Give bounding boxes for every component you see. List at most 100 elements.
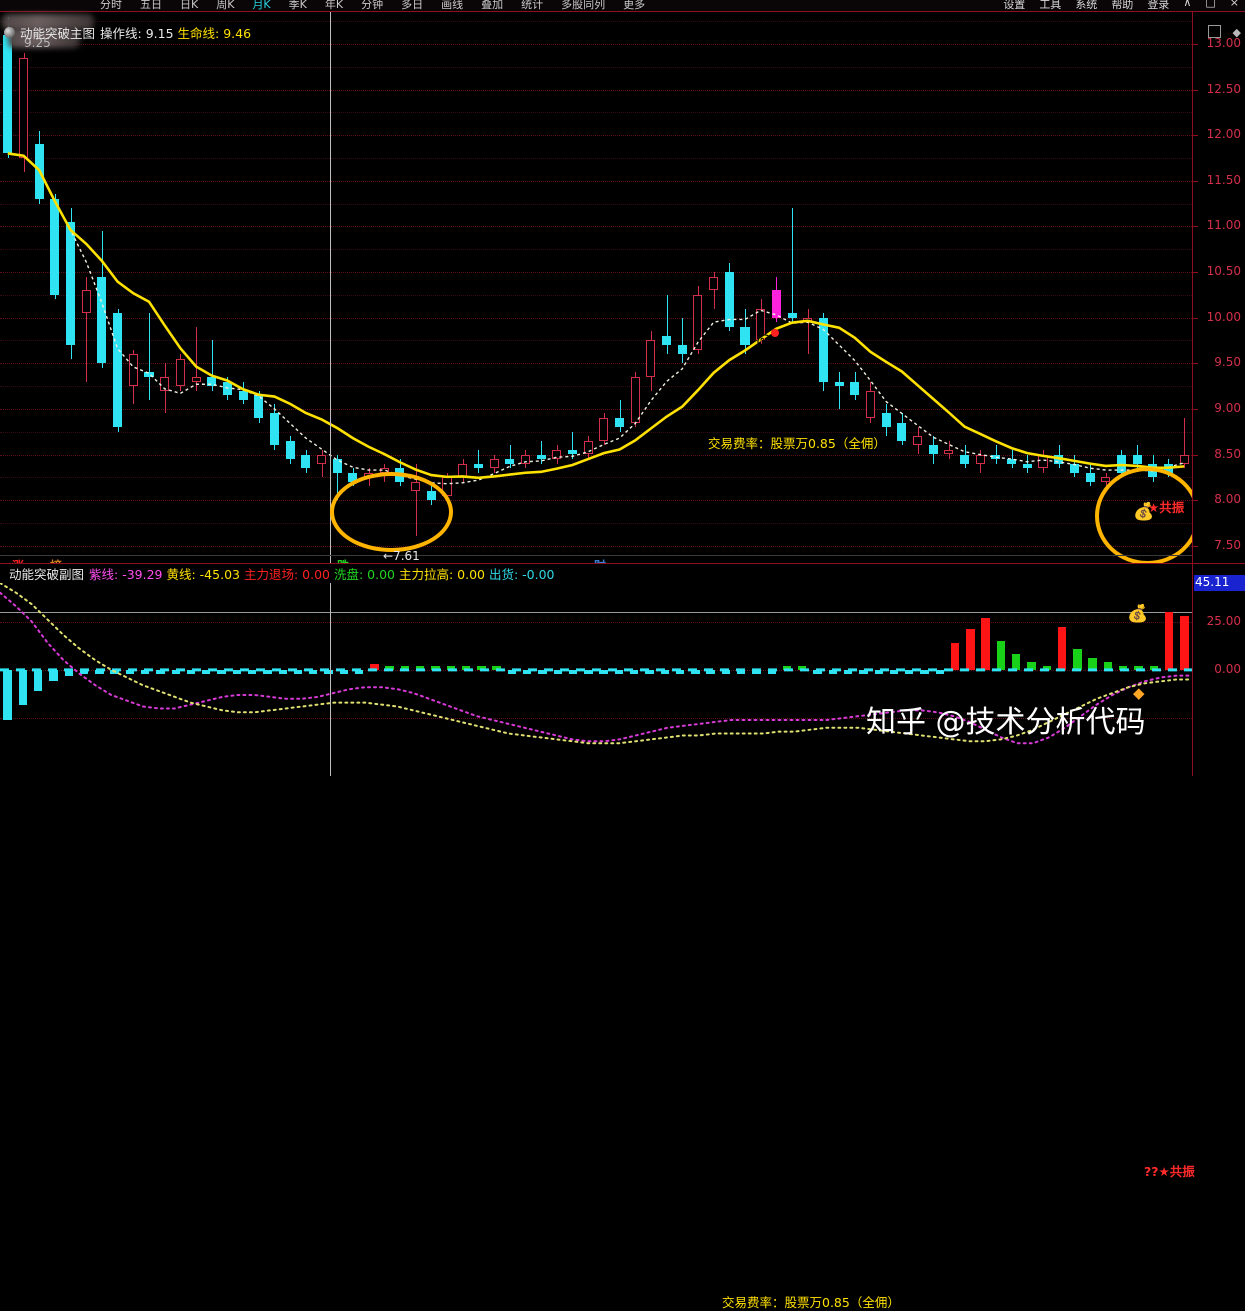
candle-body [834,381,844,387]
oscillator-bar [721,669,731,674]
oscillator-bar [584,669,593,674]
candle-wick [1012,449,1013,469]
toolbar-right-item-3[interactable]: 帮助 [1111,0,1134,11]
restore-window-icon[interactable] [1208,25,1221,38]
toolbar-right-item-0[interactable]: 设置 [1003,0,1026,11]
oscillator-bar [79,669,89,674]
candle-body [771,290,781,318]
oscillator-bar [1088,658,1097,670]
indicator-value: 0.00 [298,567,330,582]
price-axis[interactable]: ◆ 13.00 12.50 12.00 11.50 11.00 10.50 10.00 9.5… [1192,12,1245,564]
oscillator-bar [828,669,838,674]
moving-average-overlay [7,152,1185,485]
price-tick-mark [1193,500,1198,502]
candle-body [473,463,483,469]
price-tick-label: 11.50 [1206,172,1241,187]
resonance-label-sub: ??★共振 [1144,1164,1195,1179]
toolbar-right-item-2[interactable]: 系统 [1075,0,1098,11]
toolbar-item-9[interactable]: 画线 [441,0,464,11]
candle-body [928,445,938,455]
candle-body [160,376,170,391]
toolbar-right-item-1[interactable]: 工具 [1039,0,1062,11]
candle-body [536,454,546,460]
sub-chart-indicators: 紫线: -39.29 黄线: -45.03 主力退场: 0.00 洗盘: 0.0… [89,564,554,583]
candle-body [332,459,342,473]
indicator-label: 黄线: [162,567,196,582]
toolbar-menu-items[interactable]: 分时 五日 日K 周K 月K 季K 年K 分钟 多日 画线 叠加 统计 多股同列 更多 [100,0,646,11]
candle-body [960,454,970,464]
candle-body [285,440,295,460]
candle-body [787,313,797,318]
money-bag-marker: 💰 [1127,604,1149,624]
toolbar-item-0[interactable]: 分时 [100,0,122,11]
candle-body [144,372,154,377]
sub-chart-panel: 动能突破副图 紫线: -39.29 黄线: -45.03 主力退场: 0.00 … [0,563,1245,1310]
oscillator-bar [523,669,532,674]
indicator-label: 主力拉高: [394,567,454,582]
toolbar-item-5[interactable]: 季K [288,0,307,11]
price-tick-label: 9.00 [1214,400,1241,415]
gridline [0,135,1192,137]
gridline [0,272,1192,274]
candle-wick [212,340,213,391]
oscillator-bar [125,669,135,674]
oscillator-bar [1012,654,1021,670]
toolbar-item-8[interactable]: 多日 [401,0,424,11]
oscillator-axis[interactable]: 45.11 25.00 0.00 [1192,564,1245,776]
toolbar-item-12[interactable]: 多股同列 [561,0,606,11]
oscillator-bar [736,669,746,674]
toolbar-item-10[interactable]: 叠加 [481,0,504,11]
oscillator-bar [1073,648,1082,670]
gridline-minor [0,522,1192,524]
oscillator-bar [920,669,929,674]
oscillator-bar [34,669,43,692]
oscillator-bar [49,669,58,682]
indicator-value: -45.03 [195,567,240,582]
oscillator-bar [614,669,624,674]
candle-body [1132,454,1142,464]
candle-wick [322,449,323,478]
toolbar-item-11[interactable]: 统计 [521,0,544,11]
indicator-label: 主力退场: [239,567,299,582]
oscillator-bar [461,665,471,670]
corner-price-label: 9.25 [24,36,51,50]
main-chart-title: 动能突破主图 [20,25,96,41]
toolbar-right-item-5[interactable]: ∧ [1183,0,1192,9]
oscillator-bar [232,669,242,674]
oscillator-bar [1164,611,1174,670]
indicator-value: 0.00 [453,567,485,582]
candle-body [1085,472,1095,482]
gridline [0,317,1192,319]
sub-plot-area[interactable]: 😊 💰 ◆ [0,583,1192,776]
candle-wick [149,313,150,400]
gridline [0,500,1192,502]
price-tick-label: 10.50 [1206,264,1241,279]
candle-wick [572,431,573,460]
toolbar-item-1[interactable]: 五日 [140,0,162,11]
candle-body [1007,459,1017,464]
toolbar-right-item-7[interactable]: × [1229,0,1239,9]
toolbar-right-item-6[interactable]: □ [1205,0,1216,9]
candle-wick [1027,454,1028,473]
toolbar-item-6[interactable]: 年K [324,0,344,11]
candle-body [128,354,138,387]
candle-body [81,290,91,314]
candle-wick [996,445,997,464]
main-plot-area[interactable]: 😊 💰 [0,12,1192,564]
oscillator-value-badge: 45.11 [1194,574,1245,591]
toolbar-item-7[interactable]: 分钟 [361,0,384,11]
price-tick-label: 10.00 [1206,309,1241,324]
highlight-ellipse-1 [1095,467,1192,564]
candle-body [662,335,672,345]
toolbar-right-item-4[interactable]: 登录 [1147,0,1170,11]
toolbar-item-13[interactable]: 更多 [623,0,646,11]
oscillator-bar [95,669,104,674]
chart-settings-icon[interactable] [4,26,15,38]
toolbar-item-2[interactable]: 日K [180,0,199,11]
fee-annotation-main: 交易费率：股票万0.85（全佣） [708,436,886,451]
toolbar-right-items[interactable]: 设置 工具 系统 帮助 登录 ∧ □ × [1003,0,1239,11]
diamond-icon[interactable]: ◆ [1232,26,1241,39]
candle-wick [714,272,715,309]
toolbar-item-4[interactable]: 月K [252,0,271,11]
toolbar-item-3[interactable]: 周K [216,0,235,11]
